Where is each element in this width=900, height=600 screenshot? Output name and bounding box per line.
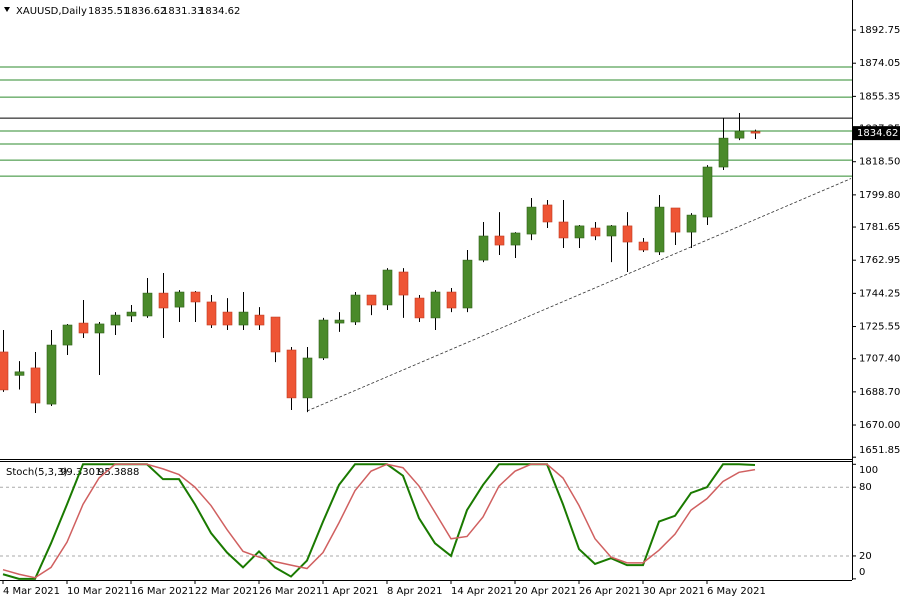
candle-body xyxy=(302,357,313,399)
candle-body xyxy=(750,131,761,134)
candle-body xyxy=(158,292,169,309)
candle-body xyxy=(270,316,281,353)
x-tick-label: 8 Apr 2021 xyxy=(387,586,442,597)
y-tick-label: 20 xyxy=(859,551,872,562)
candle-body xyxy=(494,235,505,246)
candle-body xyxy=(94,323,105,334)
candle-body xyxy=(78,322,89,334)
candle-body xyxy=(638,241,649,251)
y-tick-label: 0 xyxy=(859,567,865,578)
candle-body xyxy=(382,269,393,306)
candle-body xyxy=(622,225,633,243)
candle-body xyxy=(238,311,249,326)
candle-body xyxy=(142,292,153,317)
candle-body xyxy=(734,130,745,139)
y-tick-label: 1744.25 xyxy=(859,288,900,299)
x-tick-label: 6 May 2021 xyxy=(707,586,766,597)
candle-body xyxy=(718,137,729,168)
candle-body xyxy=(318,319,329,359)
candle-body xyxy=(174,291,185,308)
candle-body xyxy=(478,235,489,261)
price-label: 1834.62 xyxy=(857,128,898,139)
candle-body xyxy=(350,294,361,323)
x-tick-label: 30 Apr 2021 xyxy=(643,586,705,597)
candle-body xyxy=(590,227,601,237)
candle-body xyxy=(574,225,585,239)
stoch-line xyxy=(2,463,756,579)
candle-body xyxy=(414,297,425,319)
candle-body xyxy=(254,314,265,326)
y-tick-label: 1725.55 xyxy=(859,322,900,333)
x-tick-label: 10 Mar 2021 xyxy=(67,586,130,597)
x-tick-label: 16 Mar 2021 xyxy=(131,586,194,597)
ohlc-high: 1836.62 xyxy=(125,6,166,17)
y-tick-label: 1670.00 xyxy=(859,420,900,431)
x-tick-label: 1 Apr 2021 xyxy=(323,586,378,597)
trendline xyxy=(306,178,852,412)
candle-body xyxy=(702,166,713,218)
y-tick-label: 1781.65 xyxy=(859,222,900,233)
x-tick-label: 26 Mar 2021 xyxy=(259,586,322,597)
indicator-d: 95.3888 xyxy=(98,467,139,478)
x-tick-label: 22 Mar 2021 xyxy=(195,586,258,597)
candle-body xyxy=(558,221,569,239)
y-tick-label: 1651.85 xyxy=(859,445,900,456)
candle-body xyxy=(654,206,665,253)
ohlc-low: 1831.33 xyxy=(162,6,203,17)
price-box xyxy=(853,126,900,141)
menu-triangle xyxy=(4,7,10,12)
candle-body xyxy=(510,232,521,246)
symbol: XAUUSD,Daily xyxy=(16,6,87,17)
x-tick-label: 26 Apr 2021 xyxy=(579,586,641,597)
y-tick-label: 1818.50 xyxy=(859,157,900,168)
candle-body xyxy=(206,301,217,326)
candle-body xyxy=(46,344,57,405)
y-tick-label: 1707.40 xyxy=(859,354,900,365)
candle-body xyxy=(430,291,441,319)
y-tick-label: 1688.70 xyxy=(859,387,900,398)
y-tick-label: 1874.05 xyxy=(859,58,900,69)
candle-body xyxy=(446,291,457,309)
candle-body xyxy=(606,225,617,237)
ohlc-close: 1834.62 xyxy=(199,6,240,17)
y-tick-label: 1762.95 xyxy=(859,255,900,266)
candle-body xyxy=(366,294,377,306)
y-tick-label: 1855.35 xyxy=(859,91,900,102)
y-tick-label: 80 xyxy=(859,482,872,493)
candle-body xyxy=(670,207,681,233)
candle-body xyxy=(286,349,297,399)
x-tick-label: 14 Apr 2021 xyxy=(451,586,513,597)
ohlc-open: 1835.51 xyxy=(88,6,129,17)
candle-body xyxy=(0,351,9,391)
y-tick-label: 100 xyxy=(859,465,878,476)
candle-body xyxy=(14,371,25,376)
x-tick-label: 4 Mar 2021 xyxy=(3,586,60,597)
candle-body xyxy=(542,204,553,223)
candle-body xyxy=(686,214,697,233)
x-tick-label: 20 Apr 2021 xyxy=(515,586,577,597)
candle-body xyxy=(222,311,233,326)
candle-body xyxy=(526,206,537,235)
indicator-name: Stoch(5,3,3) xyxy=(6,467,68,478)
candle-body xyxy=(190,291,201,303)
candle-body xyxy=(398,271,409,296)
y-tick-label: 1892.75 xyxy=(859,25,900,36)
candle-body xyxy=(110,314,121,326)
candle-body xyxy=(334,319,345,324)
candle-body xyxy=(126,311,137,317)
candle-body xyxy=(462,259,473,309)
candle-body xyxy=(62,324,73,346)
candle-body xyxy=(30,367,41,404)
y-tick-label: 1799.80 xyxy=(859,190,900,201)
